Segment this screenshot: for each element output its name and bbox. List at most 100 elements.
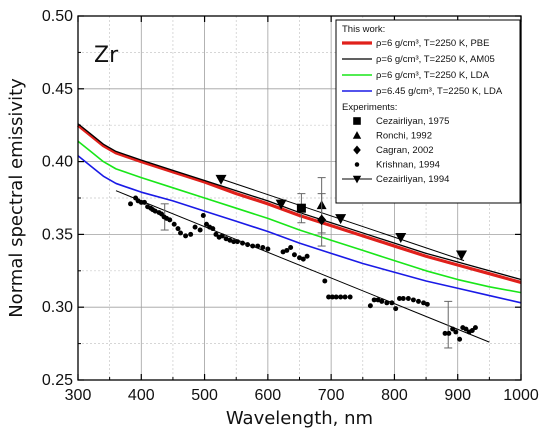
element-label: Zr bbox=[94, 43, 119, 68]
series-3 bbox=[77, 155, 522, 304]
series-8 bbox=[215, 174, 468, 261]
data-point bbox=[371, 297, 377, 303]
legend-item: ρ=6 g/cm³, T=2250 K, LDA bbox=[342, 70, 490, 81]
y-tick-label: 0.40 bbox=[42, 154, 73, 171]
data-point bbox=[152, 208, 158, 214]
series-1 bbox=[77, 123, 522, 281]
legend-label: Krishnan, 1994 bbox=[376, 160, 440, 171]
y-axis-title: Normal spectral emissivity bbox=[6, 78, 27, 318]
data-point bbox=[188, 231, 194, 237]
series-6 bbox=[317, 193, 327, 247]
legend-label: ρ=6.45 g/cm³, T=2250 K, LDA bbox=[376, 86, 503, 97]
series-0 bbox=[76, 123, 522, 284]
y-tick-label: 0.35 bbox=[42, 226, 73, 243]
data-point bbox=[296, 203, 306, 213]
legend-marker bbox=[352, 175, 362, 184]
legend-label: Cezairliyan, 1975 bbox=[376, 116, 449, 127]
x-tick-label: 1000 bbox=[503, 387, 539, 404]
data-point bbox=[347, 294, 353, 300]
data-point bbox=[469, 328, 475, 333]
legend-item: ρ=6 g/cm³, T=2250 K, PBE bbox=[342, 38, 489, 49]
legend-item: Cezairliyan, 1994 bbox=[342, 174, 449, 185]
data-point bbox=[245, 242, 251, 248]
legend-marker bbox=[353, 117, 361, 125]
series-line bbox=[76, 123, 522, 284]
data-point bbox=[255, 243, 261, 249]
data-point bbox=[379, 298, 385, 304]
data-point bbox=[367, 303, 373, 309]
data-point bbox=[338, 294, 344, 300]
data-point bbox=[192, 224, 198, 230]
data-point bbox=[265, 246, 271, 252]
data-point bbox=[171, 221, 177, 227]
data-point bbox=[213, 231, 219, 237]
y-tick-label: 0.50 bbox=[42, 8, 73, 25]
data-point bbox=[291, 252, 297, 258]
data-point bbox=[410, 297, 416, 303]
x-tick-label: 800 bbox=[381, 387, 408, 404]
legend-marker bbox=[352, 131, 362, 139]
data-point bbox=[240, 240, 246, 246]
data-point bbox=[395, 233, 407, 244]
legend-item: Cagran, 2002 bbox=[353, 145, 434, 156]
legend-label: ρ=6 g/cm³, T=2250 K, AM05 bbox=[376, 54, 495, 65]
y-tick-label: 0.25 bbox=[42, 372, 73, 389]
series-line bbox=[77, 123, 522, 281]
data-point bbox=[397, 295, 402, 301]
data-point bbox=[231, 239, 237, 245]
data-point bbox=[128, 201, 134, 207]
legend: This work: ρ=6 g/cm³, T=2250 K, PBE ρ=6 g/… bbox=[335, 19, 521, 204]
data-point bbox=[219, 233, 225, 239]
data-point bbox=[326, 294, 332, 300]
data-point bbox=[260, 245, 266, 250]
x-tick-label: 500 bbox=[191, 387, 218, 404]
x-tick-label: 600 bbox=[255, 387, 282, 404]
data-point bbox=[175, 226, 181, 232]
data-point bbox=[456, 250, 468, 261]
series-4 bbox=[296, 193, 306, 224]
data-point bbox=[446, 330, 452, 336]
data-point bbox=[375, 297, 381, 303]
legend-label: ρ=6 g/cm³, T=2250 K, PBE bbox=[376, 38, 489, 49]
data-point bbox=[203, 221, 209, 227]
data-point bbox=[178, 230, 183, 236]
data-point bbox=[300, 256, 306, 262]
data-point bbox=[317, 214, 327, 226]
data-point bbox=[405, 295, 411, 301]
y-tick-label: 0.30 bbox=[42, 299, 73, 316]
legend-label: Ronchi, 1992 bbox=[376, 131, 432, 142]
legend-item: ρ=6.45 g/cm³, T=2250 K, LDA bbox=[342, 86, 503, 97]
x-tick-label: 300 bbox=[65, 387, 92, 404]
legend-header-theory: This work: bbox=[342, 24, 385, 35]
legend-item: Krishnan, 1994 bbox=[354, 160, 440, 171]
legend-item: Ronchi, 1992 bbox=[352, 131, 432, 142]
data-point bbox=[335, 214, 347, 225]
data-point bbox=[200, 212, 206, 218]
legend-header-experiments: Experiments: bbox=[342, 102, 397, 113]
data-point bbox=[384, 300, 390, 306]
legend-label: ρ=6 g/cm³, T=2250 K, LDA bbox=[376, 70, 490, 81]
y-tick-label: 0.45 bbox=[42, 81, 73, 98]
data-point bbox=[400, 295, 406, 301]
data-point bbox=[288, 245, 294, 250]
data-point bbox=[333, 294, 339, 300]
data-point bbox=[329, 294, 335, 300]
legend-label: Cagran, 2002 bbox=[376, 145, 434, 156]
data-point bbox=[463, 326, 469, 332]
fit-line bbox=[115, 190, 490, 343]
data-point bbox=[235, 239, 240, 245]
data-point bbox=[389, 300, 395, 306]
data-point bbox=[167, 217, 173, 223]
series-7 bbox=[128, 195, 478, 349]
data-point bbox=[322, 278, 328, 284]
data-point bbox=[393, 306, 399, 312]
series-layer bbox=[76, 123, 522, 349]
legend-marker bbox=[354, 162, 360, 167]
x-tick-label: 900 bbox=[444, 387, 471, 404]
data-point bbox=[472, 325, 478, 331]
x-tick-label: 700 bbox=[318, 387, 345, 404]
data-point bbox=[284, 247, 290, 253]
data-point bbox=[227, 237, 233, 243]
data-point bbox=[421, 300, 427, 306]
